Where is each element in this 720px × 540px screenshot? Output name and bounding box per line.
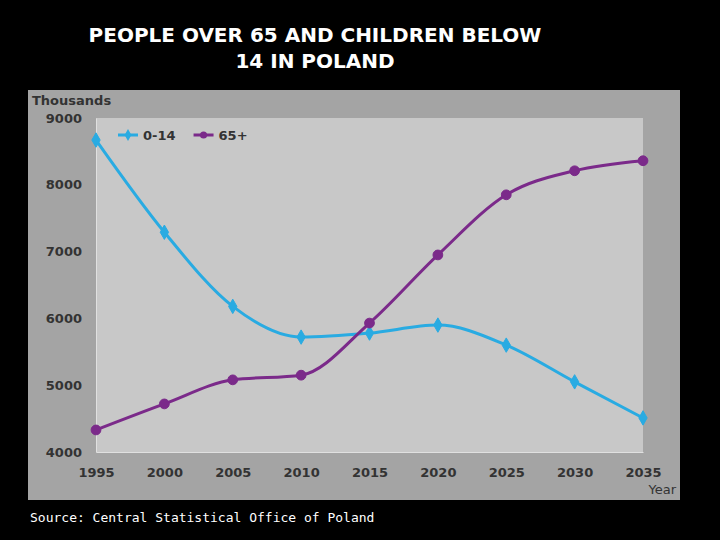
plot-area	[96, 118, 643, 452]
marker	[502, 338, 510, 352]
marker	[160, 225, 168, 239]
tick: 2030	[557, 452, 593, 480]
marker	[433, 250, 443, 260]
tick-label: 2005	[215, 465, 251, 480]
tick: 7000	[46, 244, 96, 259]
tick-label: 4000	[46, 445, 82, 460]
tick-label: 2000	[147, 465, 183, 480]
tick-label: 1995	[78, 465, 114, 480]
tick-label: 2025	[489, 465, 525, 480]
y-axis-title: Thousands	[32, 93, 111, 108]
legend-label: 65+	[219, 128, 248, 143]
chart: 1995 2000 2005 2010 2015 2020 2025 2030 2035 4000…	[0, 0, 720, 540]
marker	[639, 411, 647, 425]
tick: 8000	[46, 177, 96, 192]
tick-label: 2030	[557, 465, 593, 480]
panel	[28, 90, 680, 500]
tick: 6000	[46, 311, 96, 326]
series-group	[91, 133, 648, 435]
tick-label: 6000	[46, 311, 82, 326]
tick: 2005	[215, 452, 251, 480]
marker	[229, 299, 237, 313]
marker	[159, 399, 169, 409]
tick-label: 2010	[284, 465, 320, 480]
tick: 2020	[420, 452, 456, 480]
tick: 4000	[46, 445, 96, 460]
marker	[365, 318, 375, 328]
tick-label: 2015	[352, 465, 388, 480]
source: Source: Central Statistical Office of Po…	[30, 510, 374, 525]
legend-label: 0-14	[143, 128, 176, 143]
tick-label: 9000	[46, 111, 82, 126]
marker	[570, 375, 578, 389]
marker	[297, 330, 305, 344]
marker	[570, 166, 580, 176]
marker	[92, 133, 100, 147]
tick: 2000	[147, 452, 183, 480]
tick: 2025	[489, 452, 525, 480]
marker	[434, 318, 442, 332]
marker	[501, 190, 511, 200]
tick: 5000	[46, 378, 96, 393]
legend: 0-14 65+	[118, 128, 248, 143]
marker	[638, 156, 648, 166]
axis-line	[97, 452, 644, 453]
series-line	[96, 161, 643, 430]
legend-item: 0-14	[118, 128, 176, 143]
axis-line	[96, 119, 97, 453]
background	[0, 0, 720, 540]
tick: 9000	[46, 111, 96, 126]
tick-label: 5000	[46, 378, 82, 393]
series-line	[96, 140, 643, 418]
tick-label: 8000	[46, 177, 82, 192]
marker	[296, 370, 306, 380]
tick: 1995	[78, 452, 114, 480]
tick-label: 2035	[625, 465, 661, 480]
legend-marker	[125, 129, 132, 141]
tick: 2015	[352, 452, 388, 480]
x-axis-title: Year	[647, 482, 676, 497]
tick-label: 2020	[420, 465, 456, 480]
tick-label: 7000	[46, 244, 82, 259]
x-axis: 1995 2000 2005 2010 2015 2020 2025 2030 2035	[78, 452, 661, 480]
y-axis: 4000 5000 6000 7000 8000 9000	[46, 111, 97, 460]
legend-item: 65+	[194, 128, 248, 143]
tick: 2010	[284, 452, 320, 480]
title: PEOPLE OVER 65 AND CHILDREN BELOW14 IN P…	[89, 23, 542, 73]
marker	[91, 425, 101, 435]
marker	[228, 375, 238, 385]
tick: 2035	[625, 452, 661, 480]
legend-marker	[200, 131, 207, 138]
